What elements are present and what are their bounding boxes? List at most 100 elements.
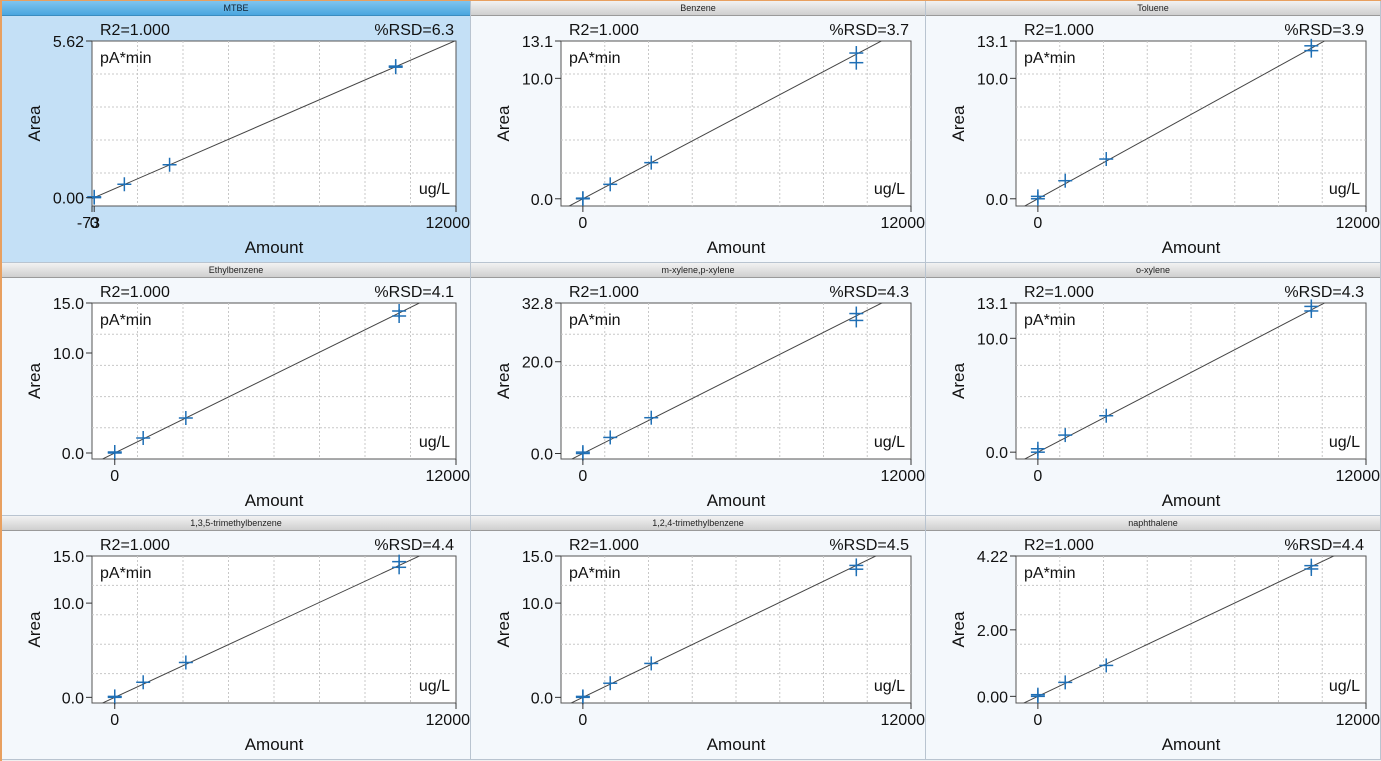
data-point [1304, 38, 1319, 53]
x-unit-label: ug/L [419, 181, 450, 198]
data-point [1099, 408, 1114, 423]
x-unit-label: ug/L [874, 181, 905, 198]
calibration-panel[interactable]: o-xylene R2=1.000 %RSD=4.3 pA*min ug/L 0.0 10.… [926, 263, 1381, 516]
data-point [1058, 675, 1073, 690]
r2-label: R2=1.000 [569, 22, 639, 39]
y-tick-label: 0.00 [53, 191, 84, 208]
x-tick-label: -73 [77, 215, 100, 232]
x-unit-label: ug/L [874, 678, 905, 695]
r2-label: R2=1.000 [100, 22, 170, 39]
rsd-label: %RSD=4.3 [1284, 284, 1364, 301]
y-axis-label: Area [949, 611, 968, 647]
data-point [1058, 173, 1073, 188]
y-tick-label: 15.0 [53, 549, 84, 566]
x-tick-label: 12000 [426, 468, 471, 485]
y-tick-label: 10.0 [53, 596, 84, 613]
data-point [644, 656, 659, 671]
calibration-panel[interactable]: Ethylbenzene R2=1.000 %RSD=4.1 pA*min ug/L 0.… [2, 263, 471, 516]
x-axis-label: Amount [245, 735, 304, 754]
y-tick-label: 10.0 [53, 346, 84, 363]
calibration-panel[interactable]: MTBE R2=1.000 %RSD=6.3 pA*min ug/L 0.00 5.62 -7… [2, 1, 471, 263]
y-tick-label: 13.1 [977, 296, 1008, 313]
y-tick-label: 0.0 [531, 690, 553, 707]
fit-line [570, 556, 877, 703]
x-tick-label: 12000 [881, 712, 926, 729]
rsd-label: %RSD=4.4 [374, 537, 454, 554]
data-point [388, 60, 403, 75]
panel-title: m-xylene,p-xylene [471, 263, 925, 278]
y-tick-label: 5.62 [53, 34, 84, 51]
x-tick-label: 0 [578, 468, 587, 485]
x-unit-label: ug/L [1329, 434, 1360, 451]
x-tick-label: 0 [110, 712, 119, 729]
x-tick-label: 12000 [1336, 468, 1381, 485]
calibration-panel[interactable]: 1,2,4-trimethylbenzene R2=1.000 %RSD=4.5 pA… [471, 516, 926, 760]
x-axis-label: Amount [707, 238, 766, 257]
data-point [162, 157, 177, 172]
data-point [392, 554, 407, 569]
rsd-label: %RSD=4.1 [374, 284, 454, 301]
calibration-panel[interactable]: m-xylene,p-xylene R2=1.000 %RSD=4.3 pA*min u… [471, 263, 926, 516]
rsd-label: %RSD=6.3 [374, 22, 454, 39]
fit-line [570, 303, 883, 459]
x-tick-label: 0 [1033, 468, 1042, 485]
data-point [392, 304, 407, 318]
calibration-panel[interactable]: 1,3,5-trimethylbenzene R2=1.000 %RSD=4.4 pA… [2, 516, 471, 760]
y-tick-label: 0.0 [986, 192, 1008, 209]
y-axis-label: Area [25, 363, 44, 399]
y-unit-label: pA*min [100, 50, 152, 67]
data-point [1030, 189, 1045, 204]
rsd-label: %RSD=4.3 [829, 284, 909, 301]
r2-label: R2=1.000 [569, 284, 639, 301]
x-tick-label: 12000 [1336, 215, 1381, 232]
x-tick-label: 0 [1033, 712, 1042, 729]
data-point [603, 430, 618, 445]
data-point [644, 410, 659, 425]
data-point [178, 655, 193, 670]
rsd-label: %RSD=4.5 [829, 537, 909, 554]
x-tick-label: 12000 [881, 468, 926, 485]
x-axis-label: Amount [707, 491, 766, 510]
rsd-label: %RSD=3.7 [829, 22, 909, 39]
panel-title: Benzene [471, 1, 925, 16]
x-axis-label: Amount [1162, 491, 1221, 510]
x-axis-label: Amount [1162, 735, 1221, 754]
panel-title: o-xylene [926, 263, 1380, 278]
data-point [644, 155, 659, 170]
fit-line [1023, 303, 1326, 459]
y-unit-label: pA*min [100, 312, 152, 329]
x-axis-label: Amount [245, 238, 304, 257]
calibration-chart: R2=1.000 %RSD=3.9 pA*min ug/L 0.0 10.0 13.1 0 12… [949, 22, 1381, 257]
data-point [1304, 558, 1319, 573]
y-unit-label: pA*min [100, 565, 152, 582]
calibration-panel[interactable]: Toluene R2=1.000 %RSD=3.9 pA*min ug/L 0.0 10.0… [926, 1, 1381, 263]
x-axis-label: Amount [245, 491, 304, 510]
panel-title: Toluene [926, 1, 1380, 16]
y-tick-label: 10.0 [977, 331, 1008, 348]
x-unit-label: ug/L [874, 434, 905, 451]
y-tick-label: 15.0 [522, 549, 553, 566]
r2-label: R2=1.000 [1024, 537, 1094, 554]
data-point [575, 191, 590, 206]
calibration-panel[interactable]: Benzene R2=1.000 %RSD=3.7 pA*min ug/L 0.0 10.0… [471, 1, 926, 263]
fit-line [568, 41, 883, 206]
y-unit-label: pA*min [569, 565, 621, 582]
panel-title: naphthalene [926, 516, 1380, 531]
calibration-panel[interactable]: naphthalene R2=1.000 %RSD=4.4 pA*min ug/L 0.0… [926, 516, 1381, 760]
y-tick-label: 32.8 [522, 296, 553, 313]
data-point [1304, 299, 1319, 314]
y-tick-label: 0.00 [977, 689, 1008, 706]
y-axis-label: Area [494, 611, 513, 647]
panel-title: MTBE [2, 1, 470, 16]
x-tick-label: 12000 [1336, 712, 1381, 729]
r2-label: R2=1.000 [1024, 284, 1094, 301]
x-tick-label: 12000 [426, 712, 471, 729]
r2-label: R2=1.000 [100, 284, 170, 301]
y-axis-label: Area [25, 611, 44, 647]
x-tick-label: 12000 [881, 215, 926, 232]
y-tick-label: 0.0 [62, 446, 84, 463]
y-tick-label: 4.22 [977, 549, 1008, 566]
y-axis-label: Area [494, 105, 513, 141]
x-unit-label: ug/L [419, 434, 450, 451]
x-tick-label: 0 [578, 215, 587, 232]
